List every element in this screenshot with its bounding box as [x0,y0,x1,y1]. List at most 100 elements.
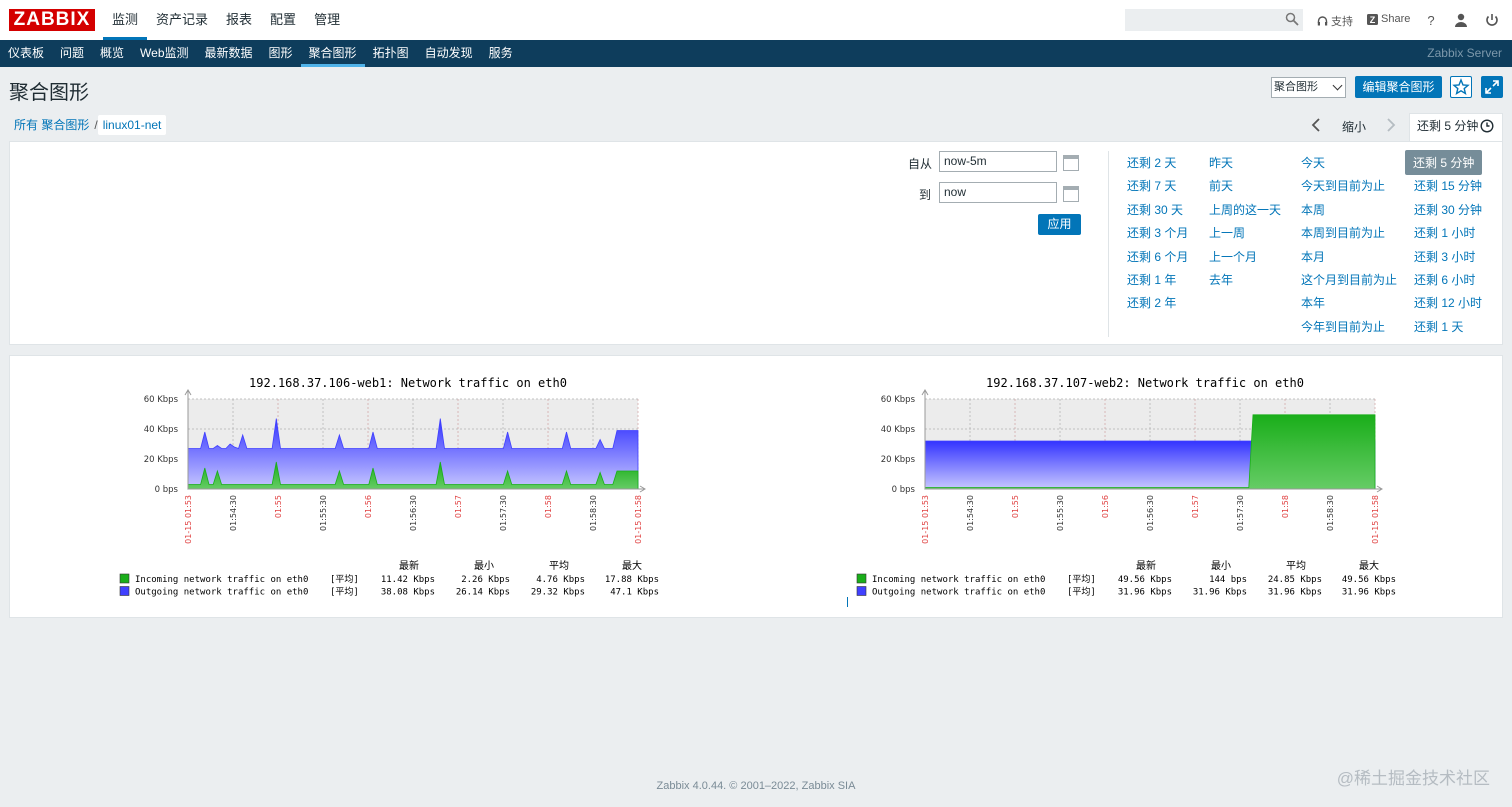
quick-range-item[interactable]: 去年 [1209,273,1234,287]
y-tick-label: 0 bps [892,485,916,495]
help-icon[interactable]: ? [1423,12,1439,28]
quick-range-item[interactable]: 今天到目前为止 [1301,179,1386,194]
y-tick-label: 60 Kbps [144,395,179,405]
quick-range-item[interactable]: 还剩 30 天 [1127,202,1184,217]
quick-range-item[interactable]: 上一周 [1209,226,1246,241]
search-icon[interactable] [1285,12,1299,26]
x-tick-label: 01:56:30 [1146,495,1155,531]
search-input[interactable] [1125,9,1303,31]
legend-value: 4.76 Kbps [536,575,585,585]
screen-type-select[interactable]: 聚合图形 [1271,77,1346,98]
sub-menu-item-0[interactable]: 仪表板 [8,46,45,60]
fullscreen-icon [1485,80,1499,94]
quick-range-item[interactable]: 本月 [1301,249,1326,264]
from-input[interactable]: now-5m [939,151,1057,172]
power-icon[interactable] [1484,12,1500,28]
share-link[interactable]: Z Share [1367,13,1410,25]
y-tick-label: 20 Kbps [144,455,179,465]
quick-range-item[interactable]: 本周到目前为止 [1301,226,1386,241]
x-tick-label: 01:58 [1281,495,1290,518]
legend-value: 31.96 Kbps [1342,588,1396,598]
zabbix-logo[interactable]: ZABBIX [9,9,95,31]
sub-menu-item-6[interactable]: 聚合图形 [300,40,365,67]
legend-series-name: Incoming network traffic on eth0 [872,575,1045,585]
sub-menu: 仪表板 问题 概览 Web监测 最新数据 图形 聚合图形 拓扑图 自动发现 服务 [0,40,521,67]
calendar-icon[interactable] [1063,186,1079,202]
breadcrumb-all-screens[interactable]: 所有 聚合图形 [14,118,90,132]
top-menu-item-3[interactable]: 配置 [270,12,297,27]
quick-range-item[interactable]: 还剩 6 个月 [1127,249,1189,264]
quick-range-item[interactable]: 还剩 3 个月 [1127,226,1189,241]
calendar-icon[interactable] [1063,155,1079,171]
chevron-right-icon[interactable] [1385,118,1397,132]
x-tick-label: 01:57:30 [499,495,508,531]
support-label: 支持 [1331,16,1353,28]
x-tick-label: 01:58 [544,495,553,518]
quick-range-item[interactable]: 这个月到目前为止 [1301,273,1398,287]
y-tick-label: 40 Kbps [881,425,916,435]
quick-range-item[interactable]: 本年 [1301,296,1326,311]
quick-range-item[interactable]: 还剩 30 分钟 [1414,202,1483,217]
footer-text: Zabbix 4.0.44. © 2001–2022, [656,780,802,792]
quick-range-item[interactable]: 还剩 1 年 [1127,273,1177,287]
top-menu-item-4[interactable]: 管理 [314,12,341,27]
user-profile-icon[interactable] [1453,12,1469,28]
support-link[interactable]: 支持 [1317,13,1353,29]
edit-screen-button[interactable]: 编辑聚合图形 [1355,76,1442,98]
time-filter-tab-label: 还剩 5 分钟 [1417,119,1479,133]
quick-range-item[interactable]: 还剩 15 分钟 [1414,179,1483,194]
sub-menu-item-4[interactable]: 最新数据 [204,46,253,60]
text-cursor [847,597,848,607]
quick-range-item[interactable]: 还剩 1 小时 [1414,226,1476,241]
chevron-down-icon [1332,80,1343,91]
y-tick-label: 20 Kbps [881,455,916,465]
legend-value: 31.96 Kbps [1118,588,1172,598]
quick-range-item[interactable]: 还剩 1 天 [1414,319,1464,334]
quick-range-item[interactable]: 还剩 2 天 [1127,156,1177,170]
sub-menu-item-7[interactable]: 拓扑图 [372,46,409,60]
top-menu-item-1[interactable]: 资产记录 [156,12,209,27]
chevron-left-icon[interactable] [1310,118,1322,132]
quick-range-item[interactable]: 还剩 6 小时 [1414,273,1476,287]
time-filter-tab[interactable]: 还剩 5 分钟 [1409,113,1503,141]
legend-header: 最新 [1136,559,1156,572]
x-tick-label: 01:55:30 [319,495,328,531]
quick-range-item[interactable]: 昨天 [1209,156,1234,170]
legend-value: 38.08 Kbps [381,588,435,598]
sub-menu-item-8[interactable]: 自动发现 [424,46,473,60]
quick-range-item[interactable]: 本周 [1301,202,1326,217]
legend-series-name: Incoming network traffic on eth0 [135,575,308,585]
series-area-incoming [187,461,639,490]
headset-icon [1317,15,1328,25]
legend-swatch [856,586,867,596]
top-menu-item-2[interactable]: 报表 [226,12,253,27]
legend-header: 最新 [399,559,419,572]
sub-menu-item-2[interactable]: 概览 [100,46,125,60]
sub-menu-item-3[interactable]: Web监测 [140,46,189,60]
quick-range-item[interactable]: 上一个月 [1209,249,1258,264]
sub-menu-item-1[interactable]: 问题 [60,46,85,60]
favorite-button[interactable] [1450,76,1472,98]
quick-range-item[interactable]: 还剩 2 年 [1127,296,1177,311]
zoom-out-button[interactable]: 缩小 [1342,120,1367,134]
quick-range-item[interactable]: 上周的这一天 [1209,202,1282,217]
to-input[interactable]: now [939,182,1057,203]
apply-button[interactable]: 应用 [1038,214,1081,235]
quick-range-item[interactable]: 今年到目前为止 [1301,319,1386,334]
quick-range-item[interactable]: 还剩 12 小时 [1414,296,1483,311]
quick-range-item[interactable]: 还剩 7 天 [1127,179,1177,194]
breadcrumb-current[interactable]: linux01-net [97,115,167,135]
sub-menu-item-5[interactable]: 图形 [268,46,293,60]
x-axis-arrow [639,485,646,493]
fullscreen-button[interactable] [1481,76,1503,98]
x-tick-label: 01:58:30 [1326,495,1335,531]
legend-header: 最小 [474,560,494,572]
top-menu-item-0[interactable]: 监测 [103,0,148,40]
quick-range-item[interactable]: 今天 [1301,156,1326,170]
quick-range-item[interactable]: 前天 [1209,179,1234,194]
footer-link[interactable]: Zabbix SIA [801,780,856,792]
sub-menu-item-9[interactable]: 服务 [488,46,513,60]
quick-range-item[interactable]: 还剩 5 分钟 [1405,150,1483,175]
graph-web2: 192.168.37.107-web2: Network traffic on … [856,376,1396,598]
quick-range-item[interactable]: 还剩 3 小时 [1414,249,1476,264]
